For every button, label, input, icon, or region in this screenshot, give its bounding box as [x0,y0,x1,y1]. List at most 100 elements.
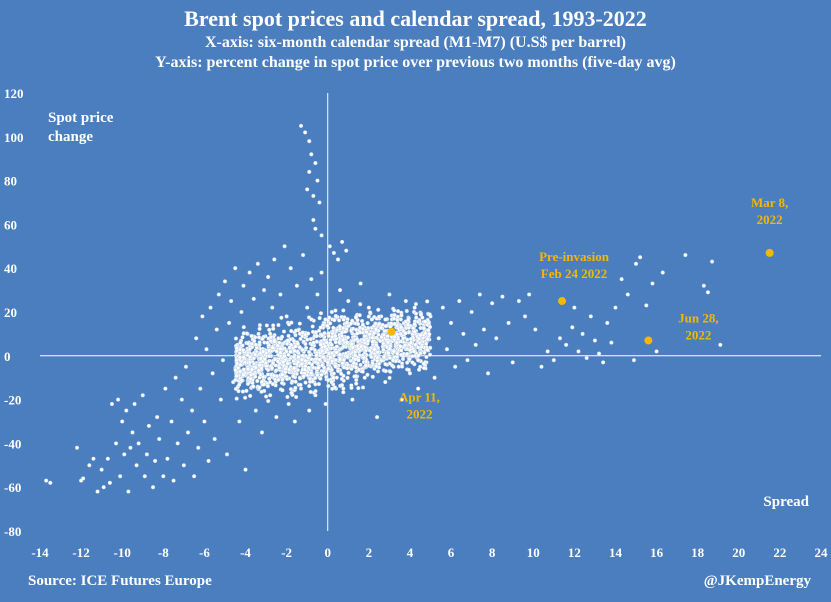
data-point [255,378,260,384]
data-point [436,336,441,341]
data-point [354,381,359,386]
data-point [307,383,312,389]
data-point [289,320,294,325]
data-point [253,342,258,347]
data-point [335,257,341,262]
data-point [326,378,331,383]
data-point [395,332,400,337]
data-point [303,130,308,135]
data-point [410,354,415,359]
data-point [126,489,131,494]
data-point [268,331,273,336]
data-point [349,342,354,347]
data-point [404,308,409,314]
data-point [146,423,152,428]
data-point [326,333,331,339]
data-point [333,340,338,345]
data-point [276,322,281,328]
data-point [233,367,238,373]
data-point [356,367,362,372]
data-point [313,226,318,231]
data-point [407,357,412,362]
data-point [349,385,354,390]
data-point [564,342,569,347]
highlight-point [558,297,567,306]
data-point [291,374,296,379]
data-point [264,363,269,369]
data-point [309,346,314,351]
data-point [173,375,178,380]
data-point [601,360,606,365]
data-point [375,350,380,355]
data-point [128,445,133,450]
data-point [327,315,332,320]
data-point [303,345,309,350]
data-point [344,248,349,253]
data-point [239,309,244,315]
data-point [516,298,521,304]
data-point [246,341,251,346]
data-point [328,321,333,326]
data-point [353,374,358,379]
data-point [142,474,147,479]
data-point [132,401,137,407]
data-point [44,478,49,483]
data-point [267,353,272,359]
data-point [329,309,334,315]
data-point [398,317,403,322]
highlight-point [387,327,396,336]
data-point [399,348,404,353]
data-point [299,362,304,367]
data-point [99,467,104,472]
data-point [313,375,318,381]
data-point [236,365,241,371]
data-point [473,342,478,347]
data-point [576,349,581,354]
data-point [331,325,336,330]
data-point [416,336,421,341]
data-point [328,355,333,360]
data-point [326,383,331,389]
data-point [423,319,428,324]
data-point [427,312,432,317]
data-point [297,321,302,326]
data-point [405,360,410,365]
data-point [255,261,260,266]
data-point [95,489,100,494]
highlight-label: 2022 [685,327,711,342]
data-point [192,474,197,479]
data-point [282,244,287,249]
data-point [424,341,429,346]
data-point [266,398,271,404]
data-point [584,355,589,361]
data-point [391,358,396,363]
highlight-label: 2022 [757,212,783,227]
x-tick-label: 10 [527,545,540,560]
highlight-label: 2022 [406,407,432,422]
data-point [324,374,329,380]
data-point [440,305,445,310]
data-point [107,480,112,485]
x-tick-label: 22 [773,545,786,560]
data-point [285,394,290,400]
data-point [288,349,293,354]
data-point [337,340,342,345]
data-point [405,322,411,327]
data-point [383,362,388,367]
data-point [101,485,106,490]
data-point [291,338,297,344]
data-point [258,356,263,361]
data-point [373,327,378,332]
x-tick-label: 16 [650,545,664,560]
data-point [355,343,360,349]
data-point [362,375,367,380]
data-point [293,344,298,349]
data-point [152,458,158,464]
y-tick-label: 80 [4,174,17,189]
data-point [144,452,149,457]
data-point [370,361,375,366]
data-point [396,364,401,369]
data-point [365,321,370,326]
data-point [374,342,379,348]
data-point [253,335,258,340]
